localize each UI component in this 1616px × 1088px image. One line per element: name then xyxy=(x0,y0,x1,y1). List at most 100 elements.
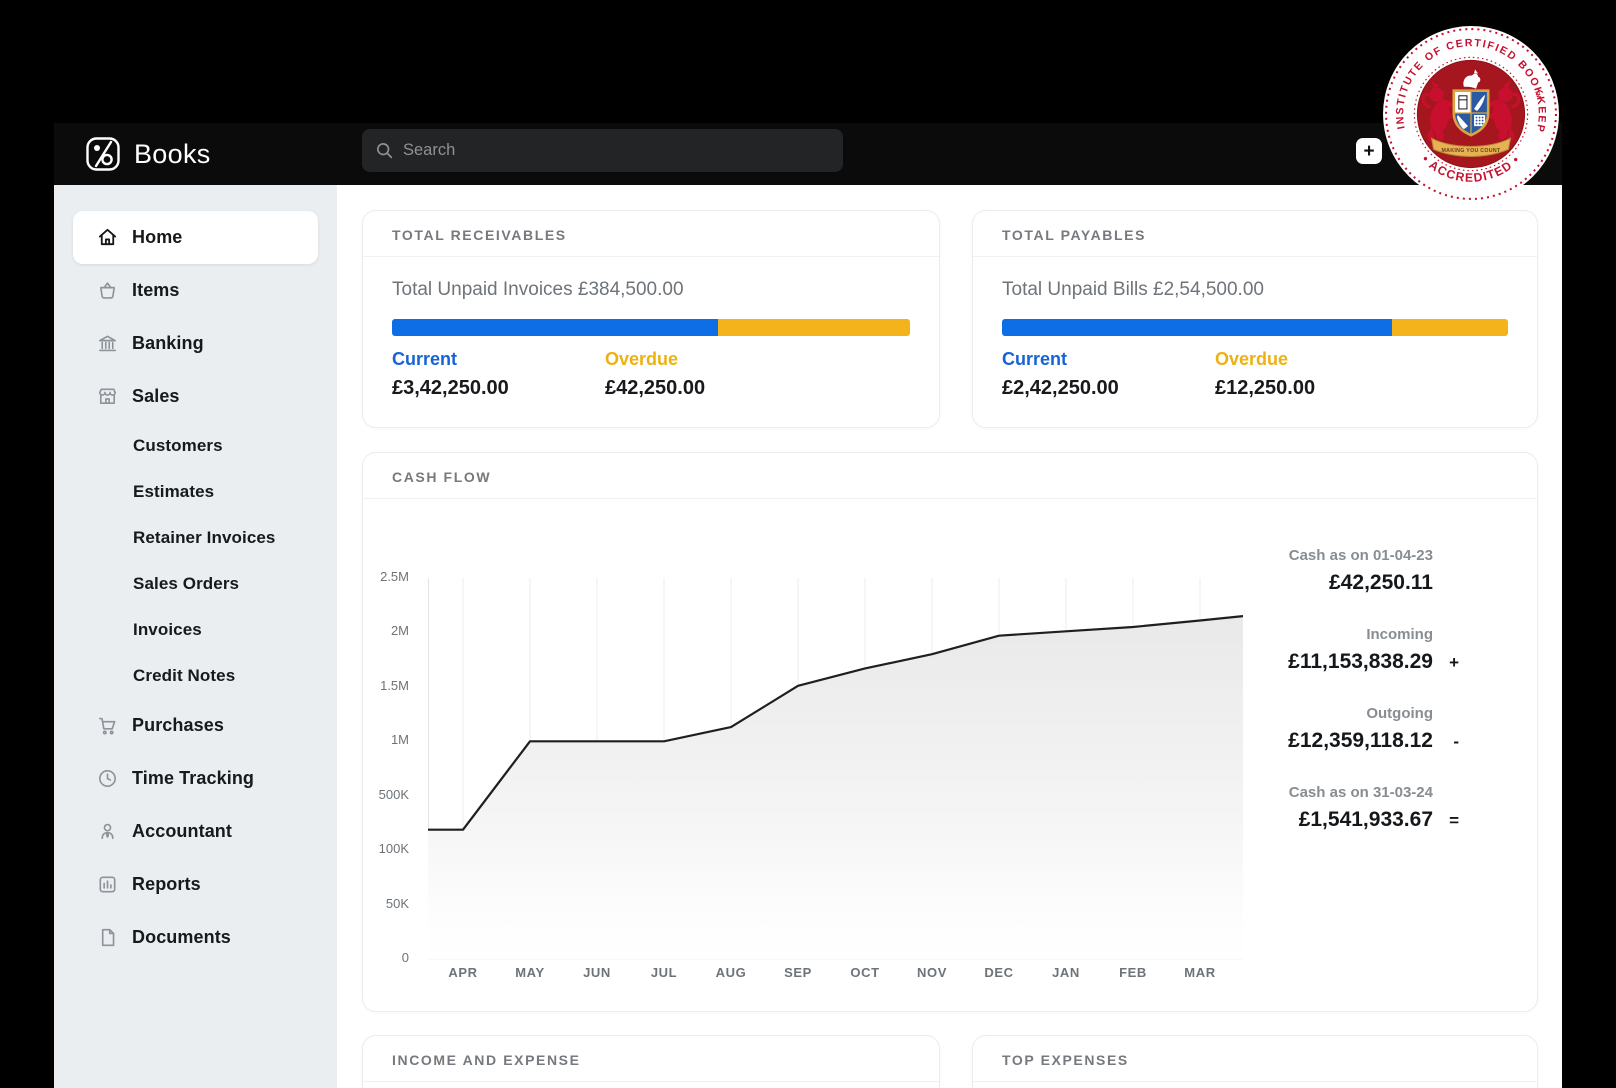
cashflow-stat-value: £42,250.11 xyxy=(1329,571,1433,594)
y-axis-label-1.5M: 1.5M xyxy=(380,677,409,693)
sidebar-item-label: Home xyxy=(132,227,183,247)
y-axis-label-2.5M: 2.5M xyxy=(380,569,409,584)
cashflow-stat-label: Cash as on 31-03-24 xyxy=(1288,784,1433,801)
sidebar-item-label: Credit Notes xyxy=(133,666,236,685)
payables-overdue-amount: £12,250.00 xyxy=(1215,377,1316,399)
x-axis-label-AUG: AUG xyxy=(715,965,747,980)
cashflow-stat-label: Outgoing xyxy=(1366,705,1433,722)
document-icon xyxy=(96,926,119,949)
income-and-expense-card: INCOME AND EXPENSE xyxy=(362,1035,940,1088)
x-axis-label-JAN: JAN xyxy=(1052,965,1080,980)
payables-title: TOTAL PAYABLES xyxy=(1002,227,1147,243)
y-axis-label-0: 0 xyxy=(401,950,409,965)
y-axis-label-50K: 50K xyxy=(385,895,409,911)
payables-subtitle: Total Unpaid Bills £2,54,500.00 xyxy=(1002,279,1264,300)
top-expenses-card: TOP EXPENSES xyxy=(972,1035,1538,1088)
cash-flow-title: CASH FLOW xyxy=(392,469,492,485)
dashboard: TOTAL RECEIVABLES Total Unpaid Invoices … xyxy=(337,185,1562,1088)
sidebar-item-home[interactable]: Home xyxy=(73,211,318,264)
receivables-bar xyxy=(392,319,910,336)
sidebar-item-retainer-invoices[interactable]: Retainer Invoices xyxy=(73,515,318,561)
badge-trademark: TM xyxy=(1533,90,1541,100)
y-axis-label-100K: 100K xyxy=(378,841,409,857)
cashflow-stat-sign: + xyxy=(1449,653,1459,672)
cashflow-stat-3: Cash as on 31-03-24 £1,541,933.67 = xyxy=(1288,784,1459,832)
x-axis-label-SEP: SEP xyxy=(784,965,812,980)
sidebar-item-label: Time Tracking xyxy=(132,768,255,788)
cashflow-stat-value: £1,541,933.67 xyxy=(1298,808,1433,831)
y-axis-label-2M: 2M xyxy=(390,623,409,639)
badge-ribbon-text: MAKING YOU COUNT xyxy=(1441,148,1500,154)
sidebar-item-label: Documents xyxy=(132,927,231,947)
x-axis-label-FEB: FEB xyxy=(1119,965,1147,980)
x-axis-label-OCT: OCT xyxy=(850,965,880,980)
y-axis-label-500K: 500K xyxy=(378,786,409,802)
sidebar-item-customers[interactable]: Customers xyxy=(73,423,318,469)
bank-icon xyxy=(96,332,119,355)
badge-crest-shield xyxy=(1452,89,1490,137)
top-bar: Books + xyxy=(54,123,1562,185)
sidebar-item-label: Reports xyxy=(132,874,201,894)
cashflow-stat-label: Cash as on 01-04-23 xyxy=(1288,547,1433,564)
sidebar-nav: Home Items Banking Sales Customers Estimates R… xyxy=(54,185,337,1088)
sidebar-item-label: Estimates xyxy=(133,482,215,501)
receivables-title: TOTAL RECEIVABLES xyxy=(392,227,567,243)
receivables-overdue-amount: £42,250.00 xyxy=(605,377,706,399)
badge-ribbon: MAKING YOU COUNT xyxy=(1430,137,1512,157)
payables-bar-overdue xyxy=(1391,319,1508,336)
x-axis-label-DEC: DEC xyxy=(984,965,1014,980)
sidebar-item-purchases[interactable]: Purchases xyxy=(73,699,318,752)
search-input[interactable] xyxy=(403,141,830,160)
search-icon xyxy=(375,141,394,160)
sidebar-item-sales[interactable]: Sales xyxy=(73,370,318,423)
sidebar-item-documents[interactable]: Documents xyxy=(73,911,318,964)
cashflow-stat-0: Cash as on 01-04-23 £42,250.11 xyxy=(1288,547,1459,595)
search-bar[interactable] xyxy=(362,129,843,172)
cashflow-stat-2: Outgoing £12,359,118.12 - xyxy=(1288,705,1459,753)
cart-icon xyxy=(96,714,119,737)
sidebar-item-reports[interactable]: Reports xyxy=(73,858,318,911)
icb-accredited-badge: THE INSTITUTE OF CERTIFIED BOOKKEEPERS •… xyxy=(1381,24,1559,202)
sidebar-item-label: Invoices xyxy=(133,620,202,639)
receivables-current-amount: £3,42,250.00 xyxy=(392,377,509,399)
sidebar-item-label: Retainer Invoices xyxy=(133,528,276,547)
sidebar-item-label: Items xyxy=(132,280,180,300)
sidebar-item-label: Accountant xyxy=(132,821,232,841)
sidebar-item-estimates[interactable]: Estimates xyxy=(73,469,318,515)
app-logo[interactable]: Books xyxy=(84,135,211,173)
cashflow-stat-label: Incoming xyxy=(1366,626,1433,643)
cashflow-area-chart xyxy=(428,578,1243,960)
top-expenses-title: TOP EXPENSES xyxy=(1002,1052,1129,1068)
cash-flow-chart: 2.5M 2M 1.5M 1M 500K 100K 50K 0 APR MAY JUN JUL AUG S… xyxy=(363,453,1537,1011)
home-icon xyxy=(96,226,119,249)
payables-bar-current xyxy=(1002,319,1392,336)
sidebar-item-items[interactable]: Items xyxy=(73,264,318,317)
total-payables-card: TOTAL PAYABLES Total Unpaid Bills £2,54,… xyxy=(972,210,1538,428)
x-axis-label-JUN: JUN xyxy=(583,965,611,980)
cashflow-stat-value: £11,153,838.29 xyxy=(1288,650,1433,673)
sidebar-item-credit-notes[interactable]: Credit Notes xyxy=(73,653,318,699)
books-logo-icon xyxy=(84,135,122,173)
sidebar-item-banking[interactable]: Banking xyxy=(73,317,318,370)
badge-crest-lions xyxy=(1421,80,1521,142)
cash-flow-card: CASH FLOW 2.5M 2M 1.5M 1M 500K 100K 50K 0 APR MAY… xyxy=(362,452,1538,1012)
add-new-button[interactable]: + xyxy=(1356,138,1382,164)
receivables-bar-current xyxy=(392,319,719,336)
cashflow-stat-value: £12,359,118.12 xyxy=(1288,729,1433,752)
sidebar-item-label: Customers xyxy=(133,436,223,455)
clock-icon xyxy=(96,767,119,790)
cashflow-stat-1: Incoming £11,153,838.29 + xyxy=(1288,626,1459,674)
cashflow-stat-sign: - xyxy=(1453,732,1459,751)
x-axis-label-APR: APR xyxy=(448,965,478,980)
app-name: Books xyxy=(134,138,211,169)
receivables-subtitle: Total Unpaid Invoices £384,500.00 xyxy=(392,279,684,300)
person-icon xyxy=(96,820,119,843)
sidebar-item-time-tracking[interactable]: Time Tracking xyxy=(73,752,318,805)
sidebar-item-sales-orders[interactable]: Sales Orders xyxy=(73,561,318,607)
total-receivables-card: TOTAL RECEIVABLES Total Unpaid Invoices … xyxy=(362,210,940,428)
y-axis-label-1M: 1M xyxy=(390,732,409,748)
sidebar-item-label: Purchases xyxy=(132,715,224,735)
sidebar-item-accountant[interactable]: Accountant xyxy=(73,805,318,858)
sidebar-item-invoices[interactable]: Invoices xyxy=(73,607,318,653)
x-axis-label-NOV: NOV xyxy=(917,965,947,980)
